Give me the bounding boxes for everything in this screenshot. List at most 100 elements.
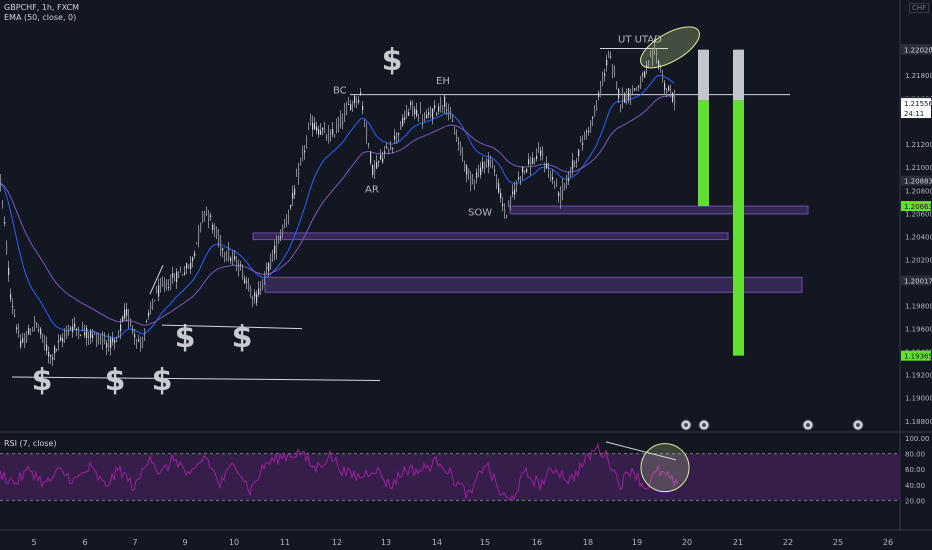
candle [336,118,338,134]
dollar-marker: $ [152,363,173,398]
candle-body [472,177,474,181]
candle [94,331,96,335]
candle [526,168,528,174]
candle-body [270,258,272,267]
candle-body [220,239,222,251]
candle [362,101,364,115]
candle [56,348,58,352]
candle-body [226,256,228,259]
price-label-box [901,108,931,119]
candle-body [144,328,146,334]
dollar-marker: $ [105,363,126,398]
candle [622,87,624,109]
rsi-legend[interactable]: RSI (7, close) [4,439,57,448]
candle-body [66,330,68,338]
time-tick-label: 22 [783,538,793,547]
candle-body [230,258,232,261]
candle [562,178,564,201]
candle [90,328,92,345]
candle [408,108,410,117]
candle-body [674,93,676,104]
candle [220,234,222,257]
candle [640,75,642,90]
candle-body [652,50,654,59]
candle-body [656,51,658,56]
candle [254,289,256,304]
candle-body [124,309,126,319]
candle [0,173,2,192]
event-marker-dot [806,423,810,427]
candle [184,265,186,276]
candle [148,309,150,320]
candle [454,126,456,136]
candle [502,197,504,212]
candle-body [126,309,128,316]
candle-body [86,327,88,338]
candle [300,157,302,166]
candle [208,210,210,229]
candle-body [464,163,466,167]
candle-body [322,127,324,130]
symbol-title[interactable]: GBPCHF, 1h, FXCM [4,3,80,12]
candle [370,151,372,166]
candle-body [364,121,366,123]
main-pane-bg [0,0,900,430]
target-bar-1-upper [698,49,709,101]
candle-body [2,201,4,203]
candle-body [540,150,542,157]
time-tick-label: 9 [182,538,187,547]
candle-body [264,272,266,281]
price-tick-label: 1.19000 [905,395,932,403]
candle-body [120,324,122,332]
candle [330,129,332,142]
candle-body [238,267,240,273]
candle [258,281,260,298]
candle [494,165,496,176]
price-tick-label: 1.21000 [905,164,932,172]
candle [304,144,306,161]
candle [34,316,36,332]
candle-body [110,338,112,348]
candle-body [360,92,362,95]
candle-body [398,133,400,135]
grid [0,0,932,531]
candle [366,122,368,144]
candle [296,168,298,177]
candle [488,152,490,174]
candle [124,303,126,321]
candle [332,121,334,138]
candle-body [308,126,310,129]
candle [164,277,166,293]
candle-body [318,129,320,135]
price-axis[interactable]: 1.218001.216001.212001.210001.208001.206… [901,43,932,426]
candle [150,301,152,315]
ema-legend[interactable]: EMA (50, close, 0) [4,13,77,22]
candle-body [422,120,424,122]
candle-body [36,322,38,324]
candle [218,229,220,248]
time-tick-label: 5 [31,538,36,547]
candle-body [630,96,632,99]
candle-body [654,46,656,49]
candle-body [78,331,80,336]
candle-body [438,106,440,112]
candle [504,203,506,219]
accumulation-zones [252,205,809,293]
candle [648,60,650,68]
event-markers[interactable] [680,419,864,431]
candle-body [114,340,116,344]
candle [552,169,554,185]
time-tick-label: 26 [883,538,893,547]
time-axis[interactable]: 5 6 7 9 10 11 12 13 14 15 16 18 19 20 21 22 25 26 [31,538,893,547]
candle [102,331,104,350]
currency-badge[interactable]: CHF [909,3,930,13]
candle-body [242,271,244,279]
candle [466,163,468,183]
candle-body [608,54,610,58]
candle [602,71,604,87]
candle [272,249,274,262]
candle [54,344,56,361]
candle [174,273,176,282]
zone-sow [509,205,809,215]
